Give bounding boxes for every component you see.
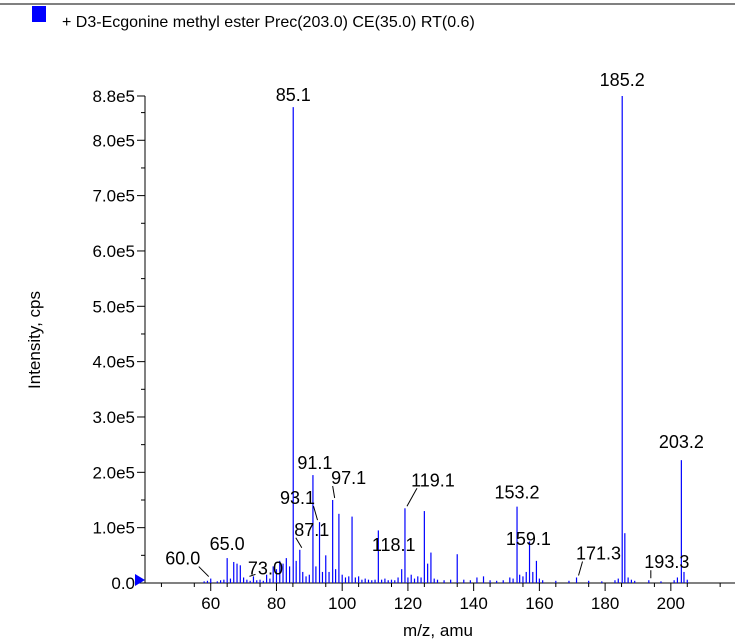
baseline-marker-icon bbox=[135, 574, 145, 586]
peak-label: 60.0 bbox=[165, 549, 200, 569]
peak-label: 85.1 bbox=[276, 85, 311, 105]
peak-label: 185.2 bbox=[600, 70, 645, 90]
annotation-leader bbox=[249, 573, 256, 577]
annotation-leader bbox=[578, 561, 584, 576]
annotation-leader bbox=[313, 505, 318, 521]
legend-swatch bbox=[32, 6, 46, 22]
peak-label: 203.2 bbox=[659, 432, 704, 452]
annotation-leader bbox=[198, 566, 210, 577]
annotation-leader bbox=[295, 537, 303, 549]
peak-label: 119.1 bbox=[411, 470, 455, 490]
annotation-leader bbox=[406, 488, 418, 507]
x-tick-label: 100 bbox=[328, 594, 356, 613]
y-tick-label: 1.0e5 bbox=[92, 519, 135, 538]
peak-label: 73.0 bbox=[248, 558, 283, 578]
peak-label: 171.3 bbox=[576, 543, 621, 563]
peak-annotations: 60.0 65.073.0 85.1 87.1 91.1 93.1 97.1 118.1 119… bbox=[165, 70, 704, 578]
legend-label: + D3-Ecgonine methyl ester Prec(203.0) C… bbox=[62, 14, 475, 31]
x-tick-label: 180 bbox=[591, 594, 619, 613]
peak-label: 87.1 bbox=[294, 520, 329, 540]
y-tick-label: 0.0 bbox=[111, 574, 135, 593]
annotation-leader bbox=[332, 485, 336, 499]
x-tick-label: 80 bbox=[267, 594, 286, 613]
y-tick-label: 8.0e5 bbox=[92, 131, 135, 150]
peak-label: 153.2 bbox=[495, 483, 540, 503]
peak-label: 97.1 bbox=[331, 468, 366, 488]
y-tick-label: 4.0e5 bbox=[92, 353, 135, 372]
x-tick-label: 140 bbox=[459, 594, 487, 613]
y-tick-label: 6.0e5 bbox=[92, 242, 135, 261]
spectrum-peaks bbox=[203, 96, 688, 583]
x-tick-label: 60 bbox=[201, 594, 220, 613]
peak-label: 193.3 bbox=[644, 552, 689, 572]
y-tick-label: 7.0e5 bbox=[92, 187, 135, 206]
x-tick-label: 160 bbox=[525, 594, 553, 613]
peak-label: 65.0 bbox=[210, 534, 245, 554]
y-tick-label: 8.8e5 bbox=[92, 87, 135, 106]
x-tick-label: 200 bbox=[657, 594, 685, 613]
x-axis-title: m/z, amu bbox=[403, 621, 473, 640]
peak-label: 118.1 bbox=[372, 535, 416, 555]
y-tick-label: 5.0e5 bbox=[92, 297, 135, 316]
x-tick-label: 120 bbox=[394, 594, 422, 613]
peak-label: 93.1 bbox=[280, 488, 315, 508]
peak-label: 159.1 bbox=[506, 529, 551, 549]
y-axis-title: Intensity, cps bbox=[25, 291, 44, 389]
y-axis-ticks: 0.0 1.0e5 2.0e5 3.0e5 4.0e5 5.0e5 6.0e5 7.0e5 8.… bbox=[92, 87, 145, 593]
y-tick-label: 3.0e5 bbox=[92, 408, 135, 427]
x-axis-ticks: 60 80 100 120 140 160 180 200 bbox=[160, 583, 721, 613]
y-tick-label: 2.0e5 bbox=[92, 463, 135, 482]
peak-label: 91.1 bbox=[297, 453, 332, 473]
